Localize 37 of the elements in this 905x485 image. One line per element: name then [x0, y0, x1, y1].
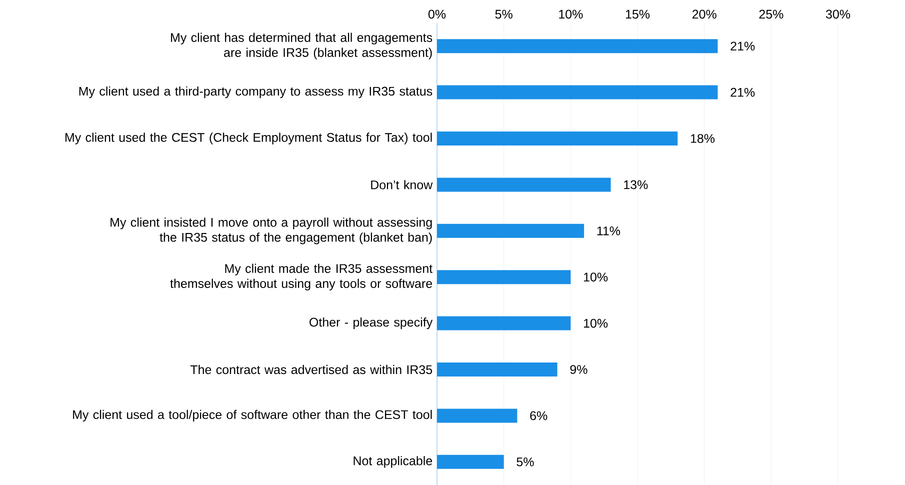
- bar: [437, 39, 718, 54]
- x-tick-label: 0%: [428, 10, 446, 19]
- y-tick-label: My client used a tool/piece of software other than the CEST tool: [73, 410, 432, 422]
- data-label: 21%: [730, 42, 755, 51]
- y-tick-label: Don’t know: [371, 180, 433, 190]
- bar: [437, 85, 718, 100]
- data-label: 10%: [584, 318, 608, 328]
- y-tick-label: My client has determined that all engagements are inside IR35 (blanket assessment): [171, 32, 432, 60]
- data-label: 21%: [730, 88, 755, 97]
- bar: [437, 316, 571, 330]
- x-tick-label: 15%: [626, 10, 650, 19]
- x-tick-label: 30%: [826, 10, 850, 19]
- y-tick-label: My client used the CEST (Check Employment Status for Tax) tool: [65, 132, 432, 144]
- y-tick-label: Not applicable: [354, 456, 432, 468]
- x-tick-label: 5%: [495, 10, 512, 19]
- bar: [437, 362, 558, 377]
- y-tick-label: My client used a third-party company to assess my IR35 status: [79, 86, 432, 98]
- bar: [437, 132, 678, 146]
- y-tick-label: The contract was advertised as within IR35: [190, 364, 432, 374]
- data-label: 13%: [624, 180, 648, 190]
- y-tick-label: My client insisted I move onto a payroll without assessing the IR35 status of the engagement (blanket ban): [110, 218, 432, 244]
- x-tick-label: 10%: [559, 10, 583, 19]
- x-tick-label: 25%: [759, 10, 784, 19]
- data-label: 18%: [690, 134, 715, 143]
- bar: [437, 178, 611, 192]
- data-label: 5%: [516, 458, 534, 466]
- data-label: 9%: [570, 365, 588, 374]
- data-label: 10%: [584, 272, 608, 282]
- data-label: 11%: [597, 226, 620, 236]
- x-tick-label: 20%: [692, 10, 716, 19]
- bar: [437, 224, 584, 238]
- bar: [437, 270, 571, 284]
- bar: [437, 408, 518, 423]
- bar: [437, 454, 504, 469]
- y-tick-label: Other - please specify: [310, 317, 433, 330]
- data-label: 6%: [530, 411, 548, 420]
- y-tick-label: My client made the IR35 assessment themselves without using any tools or software: [170, 264, 432, 290]
